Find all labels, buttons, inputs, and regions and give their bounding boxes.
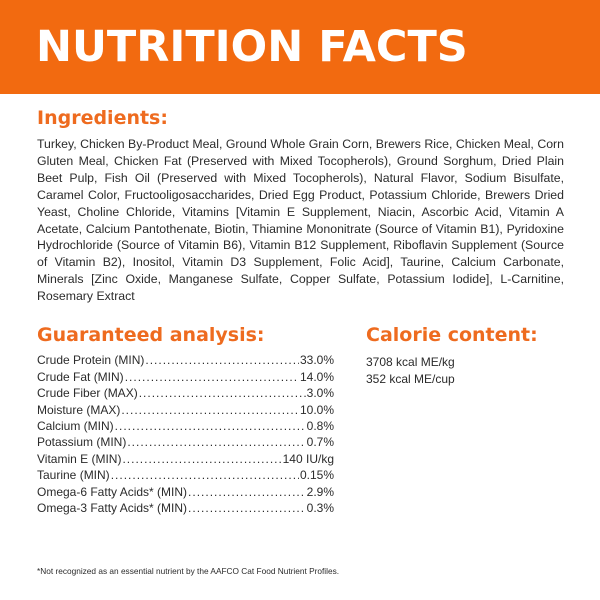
analysis-label: Taurine (MIN) (37, 468, 110, 483)
calorie-content-heading: Calorie content: (366, 324, 538, 346)
calorie-content: 3708 kcal ME/kg 352 kcal ME/cup (366, 354, 455, 387)
page-title: NUTRITION FACTS (36, 22, 468, 72)
ingredients-heading: Ingredients: (37, 107, 168, 129)
dot-leader (121, 403, 299, 418)
analysis-label: Omega-3 Fatty Acids* (MIN) (37, 500, 188, 515)
analysis-row: Taurine (MIN) 0.15% (37, 467, 334, 483)
calorie-per-cup: 352 kcal ME/cup (366, 371, 455, 386)
analysis-value: 14.0% (299, 369, 334, 384)
dot-leader (111, 468, 299, 483)
analysis-label: Moisture (MAX) (37, 402, 121, 417)
dot-leader (122, 452, 281, 467)
analysis-value: 2.9% (306, 484, 334, 499)
analysis-row: Potassium (MIN) 0.7% (37, 434, 334, 450)
dot-leader (127, 435, 305, 450)
dot-leader (188, 501, 306, 516)
dot-leader (145, 353, 299, 368)
analysis-value: 10.0% (299, 402, 334, 417)
analysis-row: Calcium (MIN) 0.8% (37, 418, 334, 434)
analysis-label: Crude Protein (MIN) (37, 353, 145, 368)
dot-leader (125, 370, 299, 385)
analysis-row: Crude Fiber (MAX) 3.0% (37, 385, 334, 401)
analysis-row: Moisture (MAX) 10.0% (37, 401, 334, 417)
analysis-value: 0.7% (306, 435, 334, 450)
analysis-row: Vitamin E (MIN) 140 IU/kg (37, 450, 334, 466)
analysis-label: Vitamin E (MIN) (37, 451, 122, 466)
dot-leader (115, 419, 306, 434)
analysis-value: 0.3% (306, 500, 334, 515)
footnote: *Not recognized as an essential nutrient… (37, 566, 340, 576)
analysis-row: Omega-3 Fatty Acids* (MIN) 0.3% (37, 500, 334, 516)
ingredients-text: Turkey, Chicken By-Product Meal, Ground … (37, 137, 564, 304)
analysis-value: 0.8% (306, 418, 334, 433)
analysis-label: Crude Fat (MIN) (37, 369, 124, 384)
header-banner: NUTRITION FACTS (0, 0, 600, 94)
analysis-value: 0.15% (299, 468, 334, 483)
analysis-row: Omega-6 Fatty Acids* (MIN) 2.9% (37, 483, 334, 499)
analysis-value: 140 IU/kg (282, 451, 334, 466)
analysis-label: Omega-6 Fatty Acids* (MIN) (37, 484, 188, 499)
analysis-row: Crude Fat (MIN) 14.0% (37, 368, 334, 384)
analysis-label: Calcium (MIN) (37, 418, 114, 433)
analysis-value: 3.0% (306, 386, 334, 401)
analysis-label: Crude Fiber (MAX) (37, 386, 138, 401)
dot-leader (188, 485, 306, 500)
analysis-value: 33.0% (299, 353, 334, 368)
dot-leader (139, 386, 306, 401)
calorie-per-kg: 3708 kcal ME/kg (366, 355, 455, 369)
guaranteed-analysis-heading: Guaranteed analysis: (37, 324, 265, 346)
analysis-row: Crude Protein (MIN) 33.0% (37, 352, 334, 368)
guaranteed-analysis-table: Crude Protein (MIN) 33.0% Crude Fat (MIN) 1… (37, 352, 334, 516)
analysis-label: Potassium (MIN) (37, 435, 127, 450)
